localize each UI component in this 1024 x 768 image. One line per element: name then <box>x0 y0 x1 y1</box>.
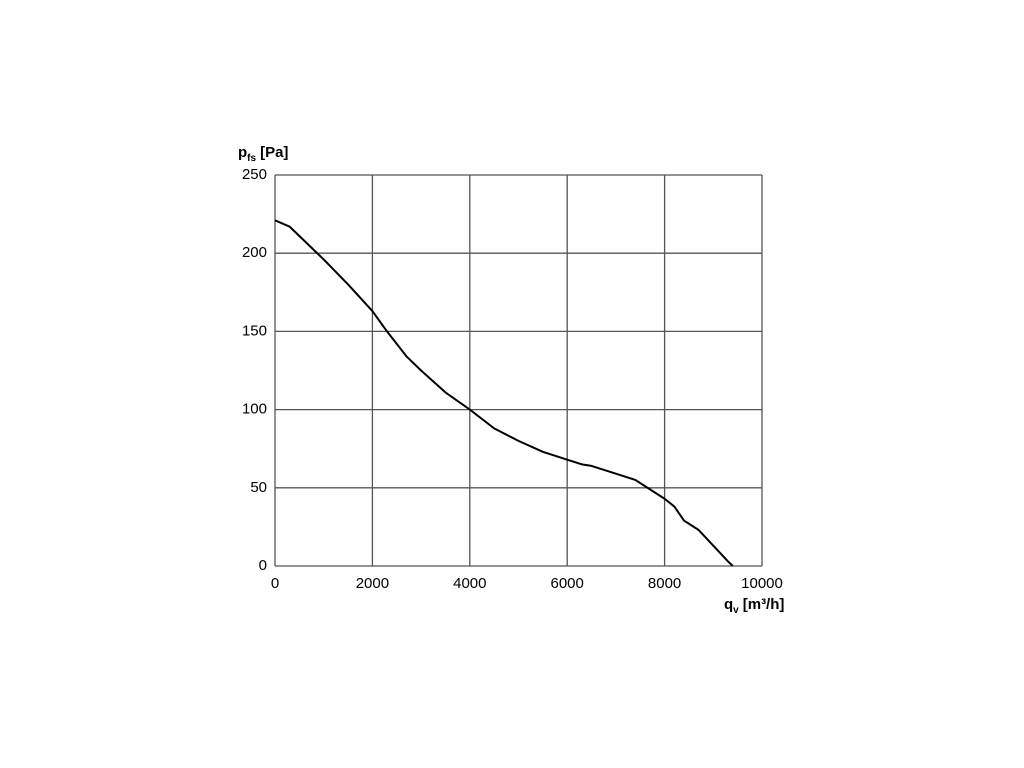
x-label-subscript: v <box>733 605 739 616</box>
x-tick-label: 8000 <box>648 575 681 592</box>
y-tick-label: 150 <box>242 322 267 339</box>
x-tick-label: 2000 <box>356 575 389 592</box>
curve <box>274 219 734 567</box>
y-tick-label: 0 <box>259 557 267 574</box>
x-tick-label: 4000 <box>453 575 486 592</box>
y-label-symbol: p <box>238 144 247 161</box>
x-tick-label: 6000 <box>551 575 584 592</box>
y-tick-label: 200 <box>242 244 267 261</box>
x-label-symbol: q <box>724 596 733 613</box>
y-tick-label: 250 <box>242 166 267 183</box>
y-tick-label: 50 <box>250 479 267 496</box>
x-axis-label: qv [m³/h] <box>724 596 784 616</box>
y-tick-label: 100 <box>242 401 267 418</box>
y-label-subscript: fs <box>247 153 256 164</box>
x-label-unit: [m³/h] <box>743 596 785 613</box>
y-axis-label: pfs [Pa] <box>238 144 288 164</box>
x-tick-label: 0 <box>271 575 279 592</box>
x-tick-label: 10000 <box>741 575 783 592</box>
y-label-unit: [Pa] <box>260 144 288 161</box>
